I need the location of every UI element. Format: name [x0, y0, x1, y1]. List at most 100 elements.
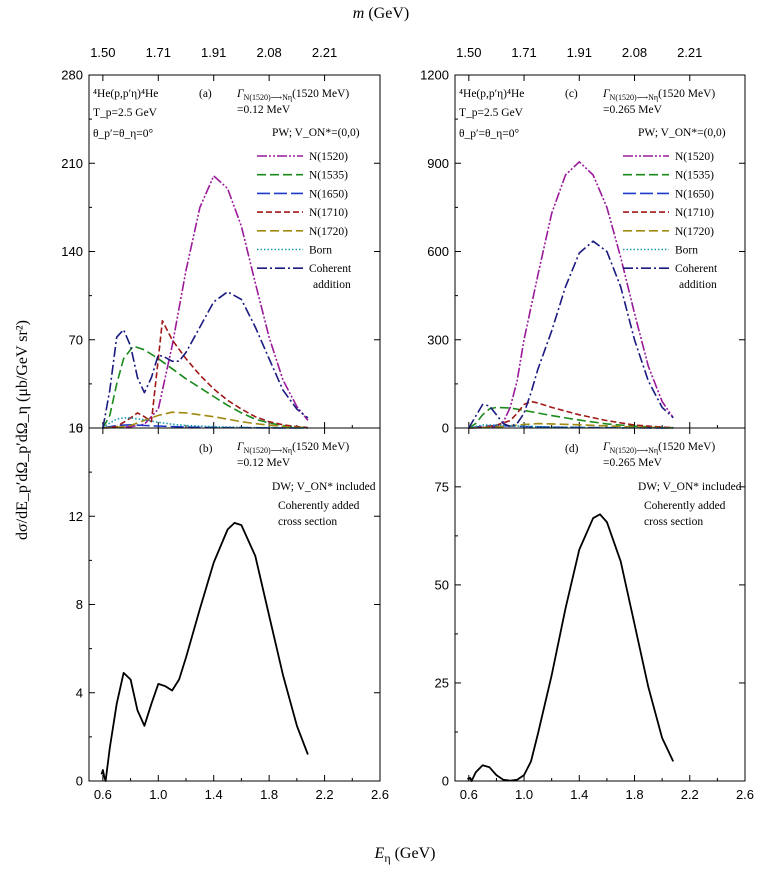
top-tick-label: 2.21: [677, 45, 702, 60]
panel-label: (a): [199, 88, 212, 100]
reaction-label: ⁴He(p,p′η)⁴He: [459, 88, 524, 100]
top-tick-label: 1.50: [456, 45, 481, 60]
legend-label: N(1650): [309, 188, 348, 200]
x-tick-label: 1.0: [149, 787, 167, 802]
top-tick-label: 1.71: [511, 45, 536, 60]
coherent-label-2: cross section: [278, 516, 337, 528]
panel-b: 0.6 1.0 1.4 1.8 2.2 2.6 0 4 8 12 16 (b) ΓN(1520)⟶Nη(…: [69, 421, 390, 803]
y-tick-label: 280: [61, 68, 83, 83]
y-tick-label: 50: [435, 577, 449, 592]
y-tick-label: 4: [76, 685, 83, 700]
gamma-value: =0.265 MeV: [603, 104, 663, 116]
x-tick-label: 0.6: [94, 787, 112, 802]
legend-label: N(1520): [309, 151, 348, 163]
y-tick-label: 25: [435, 675, 449, 690]
gamma-label: ΓN(1520)⟶Nη(1520 MeV): [602, 441, 715, 455]
x-tick-label: 1.0: [515, 787, 533, 802]
y-tick-label: 75: [435, 479, 449, 494]
y-tick-label: 210: [61, 156, 83, 171]
series-n-1520-: [471, 161, 674, 429]
series-n-1710-: [468, 400, 674, 429]
top-tick-label: 1.50: [90, 45, 115, 60]
legend-label: N(1710): [675, 207, 714, 219]
y-tick-label: 0: [442, 774, 449, 789]
angle-label: θ_p′=θ_η=0°: [93, 128, 154, 140]
x-tick-label: 1.8: [260, 787, 278, 802]
top-tick-label: 1.91: [201, 45, 226, 60]
legend-label: Born: [309, 245, 332, 257]
y-tick-label: 16: [69, 421, 83, 436]
series-n-1535-: [468, 406, 674, 429]
y-tick-label: 300: [427, 332, 449, 347]
panel-label: (c): [565, 88, 578, 100]
series-coherent: [468, 240, 674, 429]
y-tick-label: 140: [61, 244, 83, 259]
legend-label: N(1535): [309, 170, 348, 182]
y-tick-label: 70: [69, 332, 83, 347]
legend-label-2: addition: [679, 279, 717, 291]
gamma-label: ΓN(1520)⟶Nη(1520 MeV): [236, 441, 349, 455]
beam-energy: T_p=2.5 GeV: [93, 107, 158, 119]
y-tick-label: 1200: [420, 68, 449, 83]
y-tick-label: 900: [427, 156, 449, 171]
series-n-1535-: [102, 345, 308, 429]
legend-label: N(1520): [675, 151, 714, 163]
series-coherently-added-dw-: [467, 513, 675, 782]
y-tick-label: 600: [427, 244, 449, 259]
series-n-1520-: [105, 175, 309, 429]
legend-label: N(1720): [309, 226, 348, 238]
x-axis-title: Eη (GeV): [374, 845, 436, 865]
x-tick-label: 1.4: [570, 787, 588, 802]
legend-label: Born: [675, 245, 698, 257]
gamma-label: ΓN(1520)⟶Nη(1520 MeV): [236, 88, 349, 102]
panel-c: 1.50 1.71 1.91 2.08 2.21 0 300 600 900 1200 (c) ΓN(…: [420, 45, 746, 436]
reaction-label: ⁴He(p,p′η)⁴He: [93, 88, 158, 100]
panel-a: 1.50 1.71 1.91 2.08 2.21 0 70 140 210 280 (a) ΓN(15…: [61, 45, 381, 436]
legend-label-2: addition: [313, 279, 351, 291]
pw-label: PW; V_ON*=(0,0): [272, 127, 360, 139]
legend-label: N(1720): [675, 226, 714, 238]
coherent-label-2: cross section: [644, 516, 703, 528]
legend-label: N(1650): [675, 188, 714, 200]
angle-label: θ_p′=θ_η=0°: [459, 128, 520, 140]
series-n-1720-: [102, 411, 308, 429]
y-tick-label: 8: [76, 597, 83, 612]
y-axis-title: dσ/dE_p′dΩ_p′dΩ_η (μb/GeV sr²): [14, 320, 31, 540]
legend-label: N(1535): [675, 170, 714, 182]
top-tick-label: 2.21: [312, 45, 337, 60]
x-tick-label: 2.2: [316, 787, 334, 802]
x-tick-label: 2.2: [681, 787, 699, 802]
coherent-label-1: Coherently added: [278, 500, 360, 512]
x-tick-label: 2.6: [371, 787, 389, 802]
gamma-value: =0.265 MeV: [603, 457, 663, 469]
panel-label: (d): [565, 443, 579, 455]
pw-label: PW; V_ON*=(0,0): [638, 127, 726, 139]
y-tick-label: 0: [76, 421, 83, 436]
top-axis-title: m (GeV): [353, 5, 409, 22]
legend-label: Coherent: [675, 263, 718, 275]
dw-label: DW; V_ON* included: [272, 481, 376, 493]
coherent-label-1: Coherently added: [644, 500, 726, 512]
dw-label: DW; V_ON* included: [638, 481, 742, 493]
legend-label: N(1710): [309, 207, 348, 219]
panel-d: 0.6 1.0 1.4 1.8 2.2 2.6 0 25 50 75 (d) ΓN(1520)⟶Nη(…: [435, 427, 754, 802]
y-tick-label: 0: [76, 774, 83, 789]
series-coherently-added-dw-: [100, 522, 309, 782]
series-n-1710-: [102, 320, 308, 429]
series-coherent: [102, 291, 309, 429]
y-tick-label: 12: [69, 509, 83, 524]
gamma-value: =0.12 MeV: [237, 457, 291, 469]
gamma-label: ΓN(1520)⟶Nη(1520 MeV): [602, 88, 715, 102]
x-tick-label: 1.4: [205, 787, 223, 802]
plot-frame: [454, 427, 746, 782]
x-tick-label: 1.8: [625, 787, 643, 802]
panel-label: (b): [199, 443, 213, 455]
top-tick-label: 2.08: [256, 45, 281, 60]
top-tick-label: 1.91: [567, 45, 592, 60]
y-tick-label: 0: [442, 421, 449, 436]
legend-label: Coherent: [309, 263, 352, 275]
top-tick-label: 1.71: [146, 45, 171, 60]
beam-energy: T_p=2.5 GeV: [459, 107, 524, 119]
top-tick-label: 2.08: [622, 45, 647, 60]
